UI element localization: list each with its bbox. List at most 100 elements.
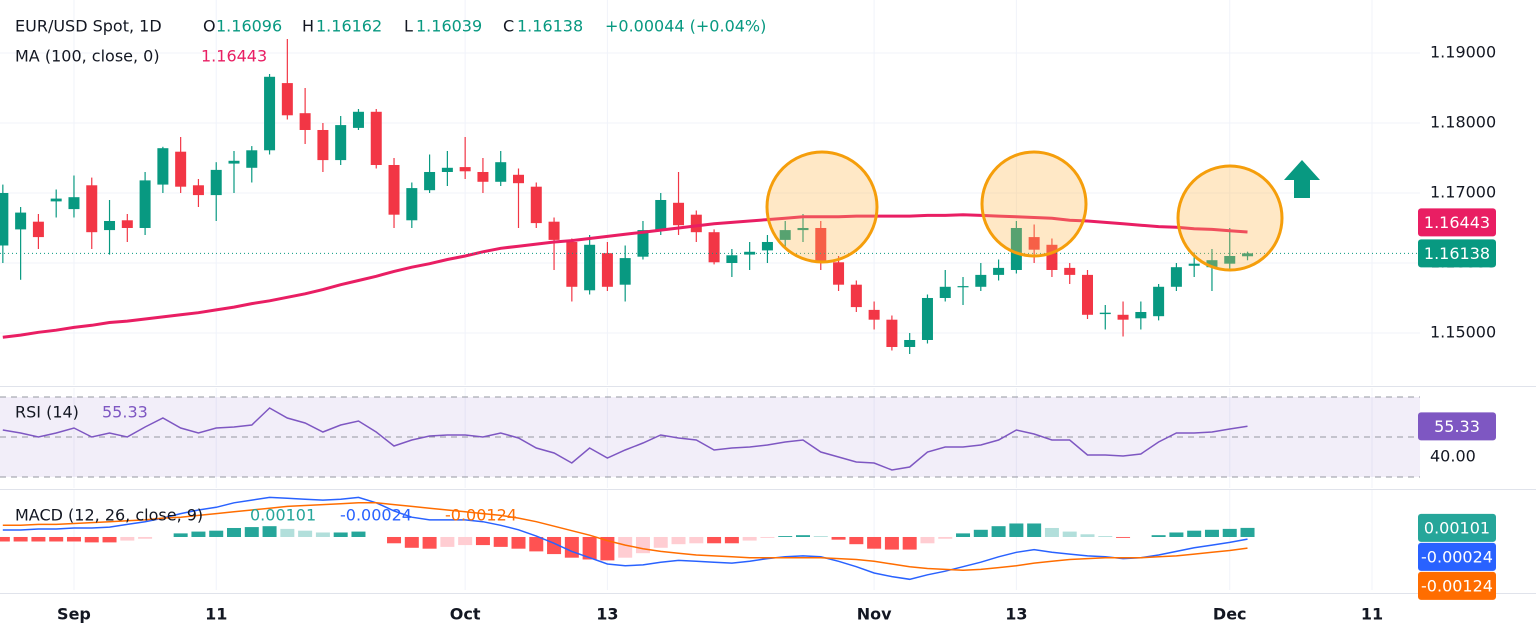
macd-histogram-bar [262, 526, 277, 537]
x-tick-label: 13 [596, 605, 618, 624]
x-tick-label: Oct [450, 605, 481, 624]
candle-body [139, 180, 151, 228]
macd-histogram-bar [1240, 527, 1255, 537]
ohlc-value: 1.16162 [316, 17, 382, 36]
macd-histogram-bar [813, 536, 828, 537]
candle-body [477, 171, 489, 182]
macd-histogram-bar [333, 532, 348, 537]
macd-histogram-bar [298, 530, 313, 537]
macd-histogram-bar [671, 536, 686, 545]
candle-body [975, 274, 987, 287]
macd-histogram-bar [244, 527, 259, 537]
candle-body [868, 309, 880, 320]
candle-body [264, 76, 276, 151]
candle-body [1206, 260, 1218, 268]
candle-body [619, 258, 631, 285]
macd-histogram-bar [920, 536, 935, 544]
highlight-circle [980, 150, 1088, 258]
macd-histogram-bar [31, 536, 46, 542]
candle-body [815, 227, 827, 263]
macd-histogram-bar [529, 536, 544, 552]
macd-legend: MACD (12, 26, close, 9) [15, 506, 203, 525]
macd-tag-box [1418, 571, 1496, 600]
macd-histogram-bar [458, 536, 473, 546]
macd-histogram-bar [1027, 523, 1042, 537]
macd-histogram-bar [1062, 531, 1077, 537]
y-tick-label: 1.17000 [1430, 182, 1496, 201]
candle-body [779, 230, 791, 240]
ohlc-label: H [302, 17, 314, 36]
ma-legend-value: 1.16443 [201, 47, 267, 66]
candle-body [904, 339, 916, 347]
macd-histogram-bar [849, 536, 864, 545]
change: +0.00044 (+0.04%) [605, 17, 766, 36]
candle-body [228, 160, 240, 164]
x-tick-label: Nov [857, 605, 892, 624]
macd-histogram-bar [707, 536, 722, 544]
ma-legend: MA (100, close, 0) [15, 47, 160, 66]
macd-line [2, 496, 1248, 581]
macd-legend-value: 0.00101 [250, 506, 316, 525]
candle-body [192, 185, 204, 196]
candle-body [68, 197, 80, 210]
macd-histogram-bar [956, 533, 971, 537]
ohlc-label: O [203, 17, 216, 36]
candle-body [850, 284, 862, 308]
candle-body [566, 241, 578, 287]
macd-legend-value: -0.00024 [340, 506, 412, 525]
ohlc-label: C [503, 17, 514, 36]
candle-body [886, 319, 898, 347]
y-tick-label: 1.19000 [1430, 42, 1496, 61]
macd-histogram-bar [191, 531, 206, 537]
candle-body [1170, 267, 1182, 287]
candle-body [512, 174, 524, 184]
ohlc-value: 1.16039 [416, 17, 482, 36]
x-tick-label: 13 [1005, 605, 1027, 624]
macd-histogram-bar [635, 536, 650, 554]
macd-histogram-bar [280, 528, 295, 537]
candle-body [744, 251, 756, 255]
macd-histogram-bar [49, 536, 64, 542]
macd-line [2, 502, 1248, 572]
macd-histogram-bar [973, 529, 988, 537]
macd-pane [0, 496, 1255, 581]
macd-histogram-bar [582, 536, 597, 560]
macd-histogram-bar [475, 536, 490, 546]
annotations [765, 150, 1320, 272]
rsi-pane [0, 396, 1420, 478]
macd-histogram-bar [1187, 530, 1202, 537]
candle-body [1117, 314, 1129, 320]
x-tick-label: 11 [205, 605, 227, 624]
macd-histogram-bar [1204, 529, 1219, 537]
candle-body [939, 286, 951, 298]
y-tick-label: 40.00 [1430, 447, 1476, 466]
macd-histogram-bar [138, 536, 153, 539]
candle-body [104, 220, 116, 231]
candle-body [157, 148, 169, 185]
ohlc-label: L [404, 17, 413, 36]
rsi-legend: RSI (14) [15, 403, 79, 422]
macd-histogram-bar [795, 535, 810, 537]
macd-histogram-bar [13, 536, 28, 542]
macd-histogram-bar [351, 531, 366, 537]
macd-legend-value: -0.00124 [445, 506, 517, 525]
rsi-legend-value: 55.33 [102, 403, 148, 422]
candle-body [1099, 312, 1111, 315]
last-price-tag: 1.16138 [1424, 244, 1490, 263]
macd-histogram-bar [404, 536, 419, 548]
rsi-tag: 55.33 [1434, 417, 1480, 436]
macd-histogram-bar [84, 536, 99, 543]
macd-histogram-bar [422, 536, 437, 549]
candle-body [388, 164, 400, 215]
macd-histogram-bar [938, 536, 953, 539]
macd-tag-box [1418, 542, 1496, 571]
candle-body [1153, 286, 1165, 317]
macd-histogram-bar [173, 533, 188, 537]
macd-histogram-bar [209, 530, 224, 537]
candle-body [726, 255, 738, 263]
candle-body [424, 171, 436, 191]
candle-body [1242, 253, 1254, 257]
macd-histogram-bar [315, 532, 330, 537]
